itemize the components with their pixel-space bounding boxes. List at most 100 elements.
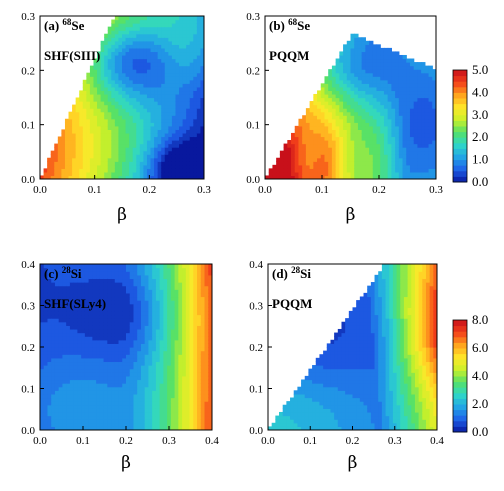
contour-cell [331,104,337,109]
contour-cell [313,154,318,159]
contour-cell [107,40,112,45]
contour-cell [305,115,311,120]
contour-cell [182,111,187,116]
contour-cell [148,408,153,413]
contour-cell [339,157,344,162]
contour-cell [175,40,180,45]
contour-cell [421,150,426,155]
contour-cell [383,143,389,148]
contour-cell [179,171,184,177]
contour-cell [168,154,173,159]
contour-cell [417,125,422,130]
contour-cell [150,154,155,159]
contour-cell [93,143,98,148]
contour-cell [143,69,148,74]
contour-cell [143,111,148,116]
contour-cell [96,318,101,323]
contour-cell [84,278,90,283]
contour-cell [383,76,389,81]
contour-cell [283,161,288,166]
contour-cell [395,164,400,169]
contour-cell [391,118,396,123]
contour-cell [161,26,166,31]
contour-cell [189,101,194,106]
contour-cell [383,168,389,173]
contour-cell [118,383,123,388]
contour-cell [118,386,123,391]
contour-cell [380,69,385,74]
contour-cell [129,90,134,95]
contour-cell [339,161,344,166]
contour-cell [126,264,131,269]
contour-cell [69,401,75,406]
contour-cell [92,314,97,319]
contour-cell [93,97,98,102]
contour-cell [88,350,93,355]
contour-cell [129,350,135,355]
contour-cell [395,175,400,179]
contour-cell [114,397,120,402]
contour-cell [159,343,164,348]
contour-cell [118,332,123,337]
contour-cell [54,339,60,344]
contour-cell [54,175,59,179]
contour-cell [107,76,112,81]
contour-cell [189,26,194,31]
contour-cell [146,115,152,120]
contour-cell [79,161,84,166]
contour-cell [111,132,116,138]
contour-cell [357,175,363,179]
contour-cell [164,54,169,60]
contour-cell [100,83,105,88]
contour-cell [200,386,206,391]
contour-cell [331,118,337,123]
contour-cell [154,26,159,31]
contour-cell [189,108,194,113]
contour-cell [118,307,123,312]
contour-cell [302,129,307,134]
contour-cell [47,375,52,381]
contour-cell [154,47,159,53]
contour-cell [104,40,109,45]
contour-cell [111,350,116,355]
contour-cell [57,150,62,155]
contour-cell [335,58,340,63]
contour-cell [189,404,194,409]
contour-cell [146,37,152,42]
contour-cell [320,150,326,155]
contour-cell [357,72,363,77]
contour-cell [96,404,101,409]
contour-cell [294,157,300,162]
contour-cell [372,132,378,138]
contour-cell [155,307,161,312]
contour-cell [118,125,123,130]
contour-cell [372,86,378,92]
contour-cell [122,321,127,326]
contour-cell [107,274,112,280]
contour-cell [421,97,426,102]
contour-cell [47,426,52,430]
contour-cell [409,161,415,166]
contour-cell [66,397,71,402]
contour-cell [73,307,78,312]
contour-cell [69,274,75,280]
contour-cell [185,408,191,413]
contour-cell [391,115,396,120]
contour-cell [383,175,389,179]
contour-cell [136,143,141,148]
contour-cell [137,386,142,391]
contour-cell [69,307,75,312]
contour-cell [143,125,148,130]
contour-cell [402,125,407,130]
contour-cell [77,296,82,301]
contour-cell [157,111,162,116]
contour-cell [66,289,71,294]
contour-cell [398,58,404,63]
contour-cell [189,419,194,424]
contour-cell [391,97,396,102]
contour-cell [73,278,78,283]
contour-cell [354,69,359,74]
contour-cell [339,58,344,63]
contour-cell [189,171,194,177]
contour-cell [143,86,148,92]
